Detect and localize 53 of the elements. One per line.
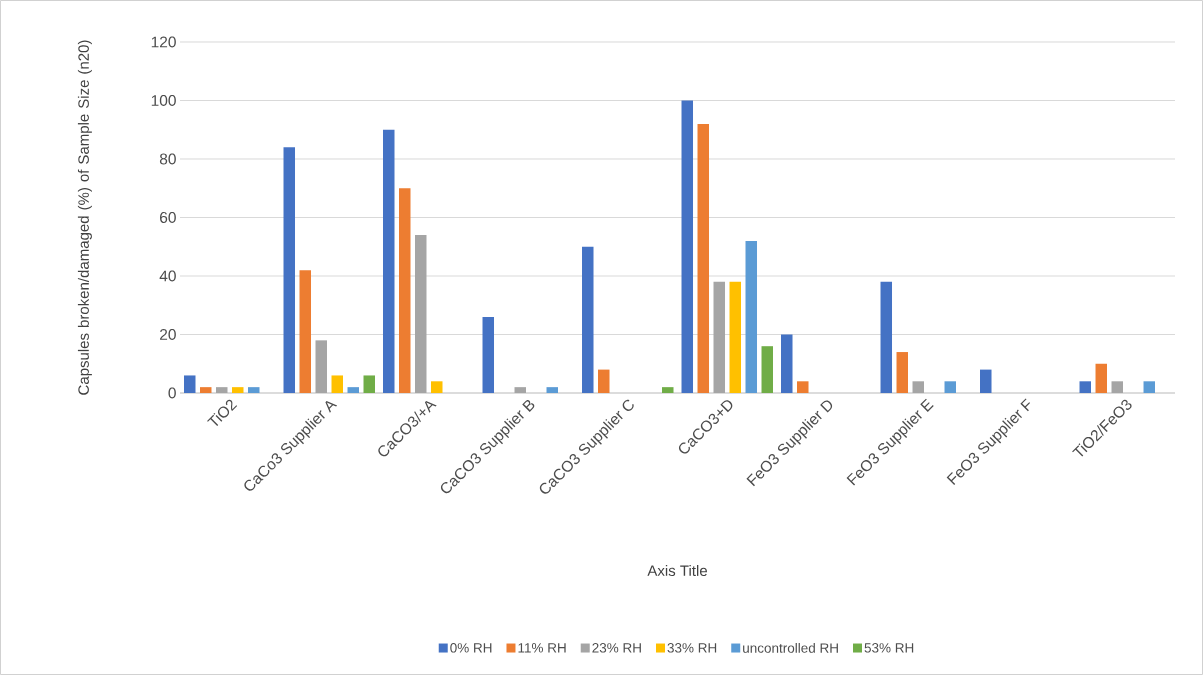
bar bbox=[347, 387, 359, 393]
bar bbox=[383, 129, 395, 393]
legend-label: 0% RH bbox=[450, 643, 492, 653]
bar bbox=[598, 369, 610, 393]
bar bbox=[415, 235, 427, 393]
bar bbox=[713, 281, 726, 393]
bar bbox=[697, 123, 710, 393]
legend-label: 53% RH bbox=[864, 643, 914, 653]
bar bbox=[431, 381, 443, 393]
bar bbox=[331, 375, 343, 393]
bar bbox=[896, 352, 909, 393]
bar bbox=[1111, 381, 1124, 393]
bar bbox=[216, 387, 228, 393]
y-tick-label: 120 bbox=[151, 36, 176, 48]
bar bbox=[582, 246, 594, 393]
bar bbox=[662, 387, 674, 393]
x-axis-title: Axis Title bbox=[647, 564, 707, 577]
bar bbox=[1079, 381, 1092, 393]
legend-label: 33% RH bbox=[667, 643, 717, 653]
y-tick-label: 40 bbox=[159, 270, 176, 282]
bar bbox=[232, 387, 244, 393]
y-axis-title: Capsules broken/damaged (%) of Sample Size (n20) bbox=[77, 40, 92, 395]
bar bbox=[299, 270, 311, 393]
bar bbox=[248, 387, 260, 393]
bar bbox=[363, 375, 375, 393]
bar bbox=[797, 381, 809, 393]
y-tick-label: 60 bbox=[160, 212, 176, 223]
bar bbox=[880, 281, 893, 393]
bar bbox=[944, 381, 957, 393]
bar bbox=[482, 316, 495, 393]
bar bbox=[200, 387, 212, 393]
y-tick-label: 0 bbox=[168, 387, 176, 399]
bar bbox=[184, 375, 196, 393]
y-tick-label: 20 bbox=[160, 329, 176, 340]
bar bbox=[980, 369, 992, 393]
bar bbox=[399, 188, 411, 393]
y-tick-label: 100 bbox=[151, 95, 176, 106]
bar bbox=[546, 387, 559, 393]
legend-label: uncontrolled RH bbox=[743, 642, 838, 653]
bar bbox=[912, 381, 925, 393]
legend-label: 23% RH bbox=[592, 643, 641, 653]
bar bbox=[781, 334, 793, 393]
bar bbox=[761, 346, 774, 393]
bar bbox=[729, 281, 742, 393]
bar bbox=[1095, 363, 1108, 393]
bar bbox=[514, 387, 527, 393]
legend-label: 11% RH bbox=[518, 643, 566, 653]
y-tick-label: 80 bbox=[159, 153, 176, 165]
bar bbox=[1143, 381, 1156, 393]
bar bbox=[315, 340, 327, 393]
bar bbox=[745, 240, 758, 393]
bar bbox=[681, 100, 694, 393]
bar bbox=[283, 147, 295, 393]
